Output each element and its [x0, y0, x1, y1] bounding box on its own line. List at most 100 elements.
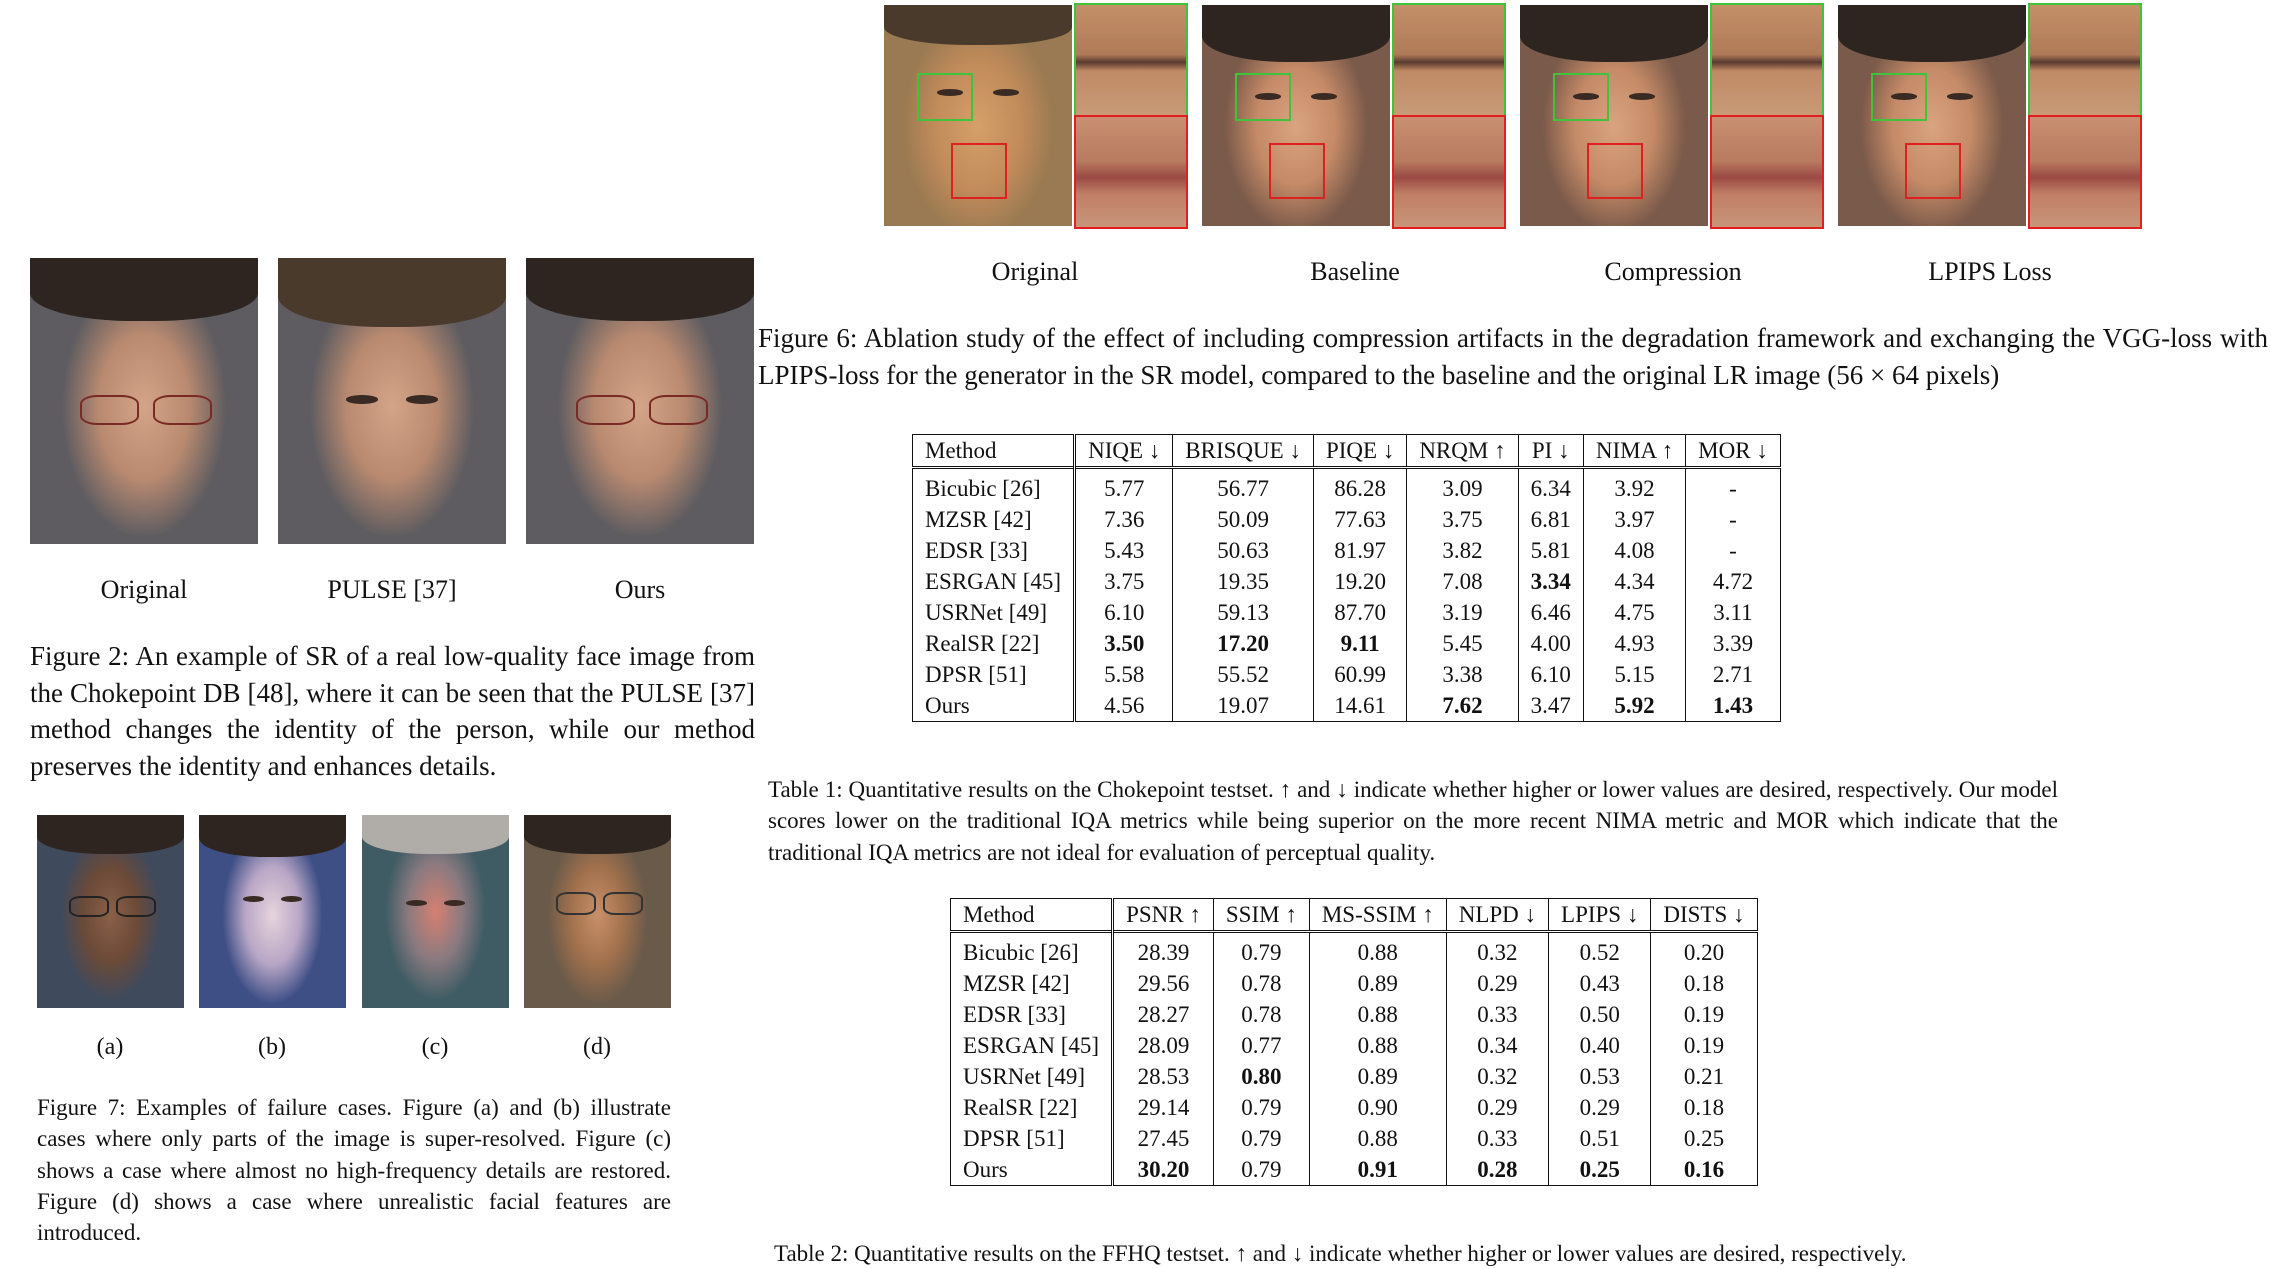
table1-method-cell: Bicubic [26]: [911, 467, 1075, 504]
table1-value-cell: 4.34: [1582, 566, 1686, 597]
table1-value-cell: 19.07: [1172, 690, 1314, 722]
table-2: Method PSNR ↑ SSIM ↑ MS-SSIM ↑ NLPD ↓ LP…: [949, 898, 1758, 1186]
table1-value-cell: 3.75: [1073, 566, 1173, 597]
fig7-label-d: (d): [583, 1034, 611, 1060]
table2-header-ssim: SSIM ↑: [1212, 898, 1310, 932]
fig6-lpips-face-image: [1838, 5, 2026, 226]
table2-value-cell: 0.18: [1650, 1092, 1758, 1123]
fig6-original-mouth-zoom: [1074, 115, 1188, 229]
table1-header-nima: NIMA ↑: [1582, 434, 1686, 468]
table2-value-cell: 0.90: [1308, 1092, 1447, 1123]
table1-value-cell: 9.11: [1312, 628, 1407, 659]
table2-method-cell: RealSR [22]: [949, 1092, 1113, 1123]
table2-value-cell: 0.25: [1650, 1123, 1758, 1154]
table1-method-cell: DPSR [51]: [911, 659, 1075, 690]
table1-row: ESRGAN [45] 3.75 19.35 19.20 7.08 3.34 4.34 4.7…: [911, 566, 1781, 597]
fig6-label-lpips: LPIPS Loss: [1928, 257, 2052, 286]
table1-header-pi: PI ↓: [1517, 434, 1584, 468]
table1-value-cell: 5.58: [1073, 659, 1173, 690]
table1-value-cell: 4.00: [1517, 628, 1584, 659]
fig6-compression-face-image: [1520, 5, 1708, 226]
table2-value-cell: 0.79: [1212, 1154, 1310, 1186]
table2-row: Ours 30.20 0.79 0.91 0.28 0.25 0.16: [949, 1154, 1758, 1186]
table2-method-cell: Bicubic [26]: [949, 931, 1113, 968]
table2-value-cell: 0.88: [1308, 1123, 1447, 1154]
table2-method-cell: Ours: [949, 1154, 1113, 1186]
table1-row: EDSR [33] 5.43 50.63 81.97 3.82 5.81 4.08-: [911, 535, 1781, 566]
table2-method-cell: DPSR [51]: [949, 1123, 1113, 1154]
table2-value-cell: 0.89: [1308, 968, 1447, 999]
fig7-caption: Figure 7: Examples of failure cases. Fig…: [37, 1095, 671, 1246]
table1-value-cell: 3.75: [1406, 504, 1519, 535]
table1-value-cell: 4.93: [1582, 628, 1686, 659]
table1-header-niqe: NIQE ↓: [1073, 434, 1173, 468]
table1-value-cell: 6.46: [1517, 597, 1584, 628]
table2-value-cell: 0.29: [1445, 968, 1549, 999]
fig6-original-eye-zoom: [1074, 3, 1188, 117]
fig2-original-face-image: [30, 258, 258, 544]
table1-caption: Table 1: Quantitative results on the Cho…: [768, 777, 2058, 865]
table1-value-cell: 19.20: [1312, 566, 1407, 597]
table1-value-cell: 3.97: [1582, 504, 1686, 535]
table-1: Method NIQE ↓ BRISQUE ↓ PIQE ↓ NRQM ↑ PI…: [911, 434, 1781, 722]
table2-value-cell: 0.19: [1650, 999, 1758, 1030]
table2-value-cell: 28.09: [1111, 1030, 1214, 1061]
table1-value-cell: 3.47: [1517, 690, 1584, 722]
fig7-b-face-image: [199, 815, 346, 1008]
table1-value-cell: 3.11: [1685, 597, 1781, 628]
fig6-label-compression: Compression: [1604, 257, 1742, 286]
table1-value-cell: 3.50: [1073, 628, 1173, 659]
table2-value-cell: 0.33: [1445, 1123, 1549, 1154]
table1-value-cell: 86.28: [1312, 467, 1407, 504]
table2-value-cell: 29.14: [1111, 1092, 1214, 1123]
table2-value-cell: 0.18: [1650, 968, 1758, 999]
table2-row: ESRGAN [45] 28.09 0.77 0.88 0.34 0.40 0.19: [949, 1030, 1758, 1061]
table2-value-cell: 0.78: [1212, 999, 1310, 1030]
table1-value-cell: 1.43: [1685, 690, 1781, 722]
table1-value-cell: 3.38: [1406, 659, 1519, 690]
table2-method-cell: EDSR [33]: [949, 999, 1113, 1030]
table1-row: DPSR [51] 5.58 55.52 60.99 3.38 6.10 5.15 2.71: [911, 659, 1781, 690]
table2-header-lpips: LPIPS ↓: [1548, 898, 1651, 932]
table2-value-cell: 0.19: [1650, 1030, 1758, 1061]
table2-value-cell: 0.32: [1445, 1061, 1549, 1092]
table1-value-cell: 7.36: [1073, 504, 1173, 535]
table2-header-method: Method: [949, 898, 1113, 932]
table1-value-cell: 19.35: [1172, 566, 1314, 597]
table2-value-cell: 28.53: [1111, 1061, 1214, 1092]
table1-value-cell: 87.70: [1312, 597, 1407, 628]
table2-value-cell: 0.88: [1308, 1030, 1447, 1061]
fig2-ours-face-image: [526, 258, 754, 544]
fig7-label-c: (c): [421, 1034, 449, 1060]
table1-value-cell: 56.77: [1172, 467, 1314, 504]
fig2-caption: Figure 2: An example of SR of a real low…: [30, 641, 755, 782]
table2-value-cell: 0.79: [1212, 1092, 1310, 1123]
table1-value-cell: 59.13: [1172, 597, 1314, 628]
table1-method-cell: RealSR [22]: [911, 628, 1075, 659]
table2-header-dists: DISTS ↓: [1650, 898, 1758, 932]
fig6-caption: Figure 6: Ablation study of the effect o…: [758, 323, 2268, 390]
table2-value-cell: 0.25: [1548, 1154, 1651, 1186]
table2-value-cell: 0.79: [1212, 1123, 1310, 1154]
table2-value-cell: 28.39: [1111, 931, 1214, 968]
table2-header-nlpd: NLPD ↓: [1445, 898, 1549, 932]
table2-value-cell: 0.79: [1212, 931, 1310, 968]
fig6-compression-eye-zoom: [1710, 3, 1824, 117]
table1-header-brisque: BRISQUE ↓: [1172, 434, 1314, 468]
table1-row: Ours 4.56 19.07 14.61 7.62 3.47 5.92 1.43: [911, 690, 1781, 722]
table2-method-cell: ESRGAN [45]: [949, 1030, 1113, 1061]
table1-value-cell: 5.43: [1073, 535, 1173, 566]
table2-value-cell: 0.80: [1212, 1061, 1310, 1092]
table2-header-psnr: PSNR ↑: [1111, 898, 1214, 932]
table1-value-cell: -: [1685, 467, 1781, 504]
table2-value-cell: 0.89: [1308, 1061, 1447, 1092]
fig6-lpips-mouth-zoom: [2028, 115, 2142, 229]
table1-value-cell: 3.92: [1582, 467, 1686, 504]
table2-caption: Table 2: Quantitative results on the FFH…: [774, 1241, 1907, 1266]
fig6-baseline-face-image: [1202, 5, 1390, 226]
fig2-label-original: Original: [100, 575, 188, 604]
table2-value-cell: 0.50: [1548, 999, 1651, 1030]
table1-row: USRNet [49] 6.10 59.13 87.70 3.19 6.46 4.75 3.1…: [911, 597, 1781, 628]
table2-value-cell: 0.91: [1308, 1154, 1447, 1186]
table2-header-row: Method PSNR ↑ SSIM ↑ MS-SSIM ↑ NLPD ↓ LP…: [949, 898, 1758, 932]
